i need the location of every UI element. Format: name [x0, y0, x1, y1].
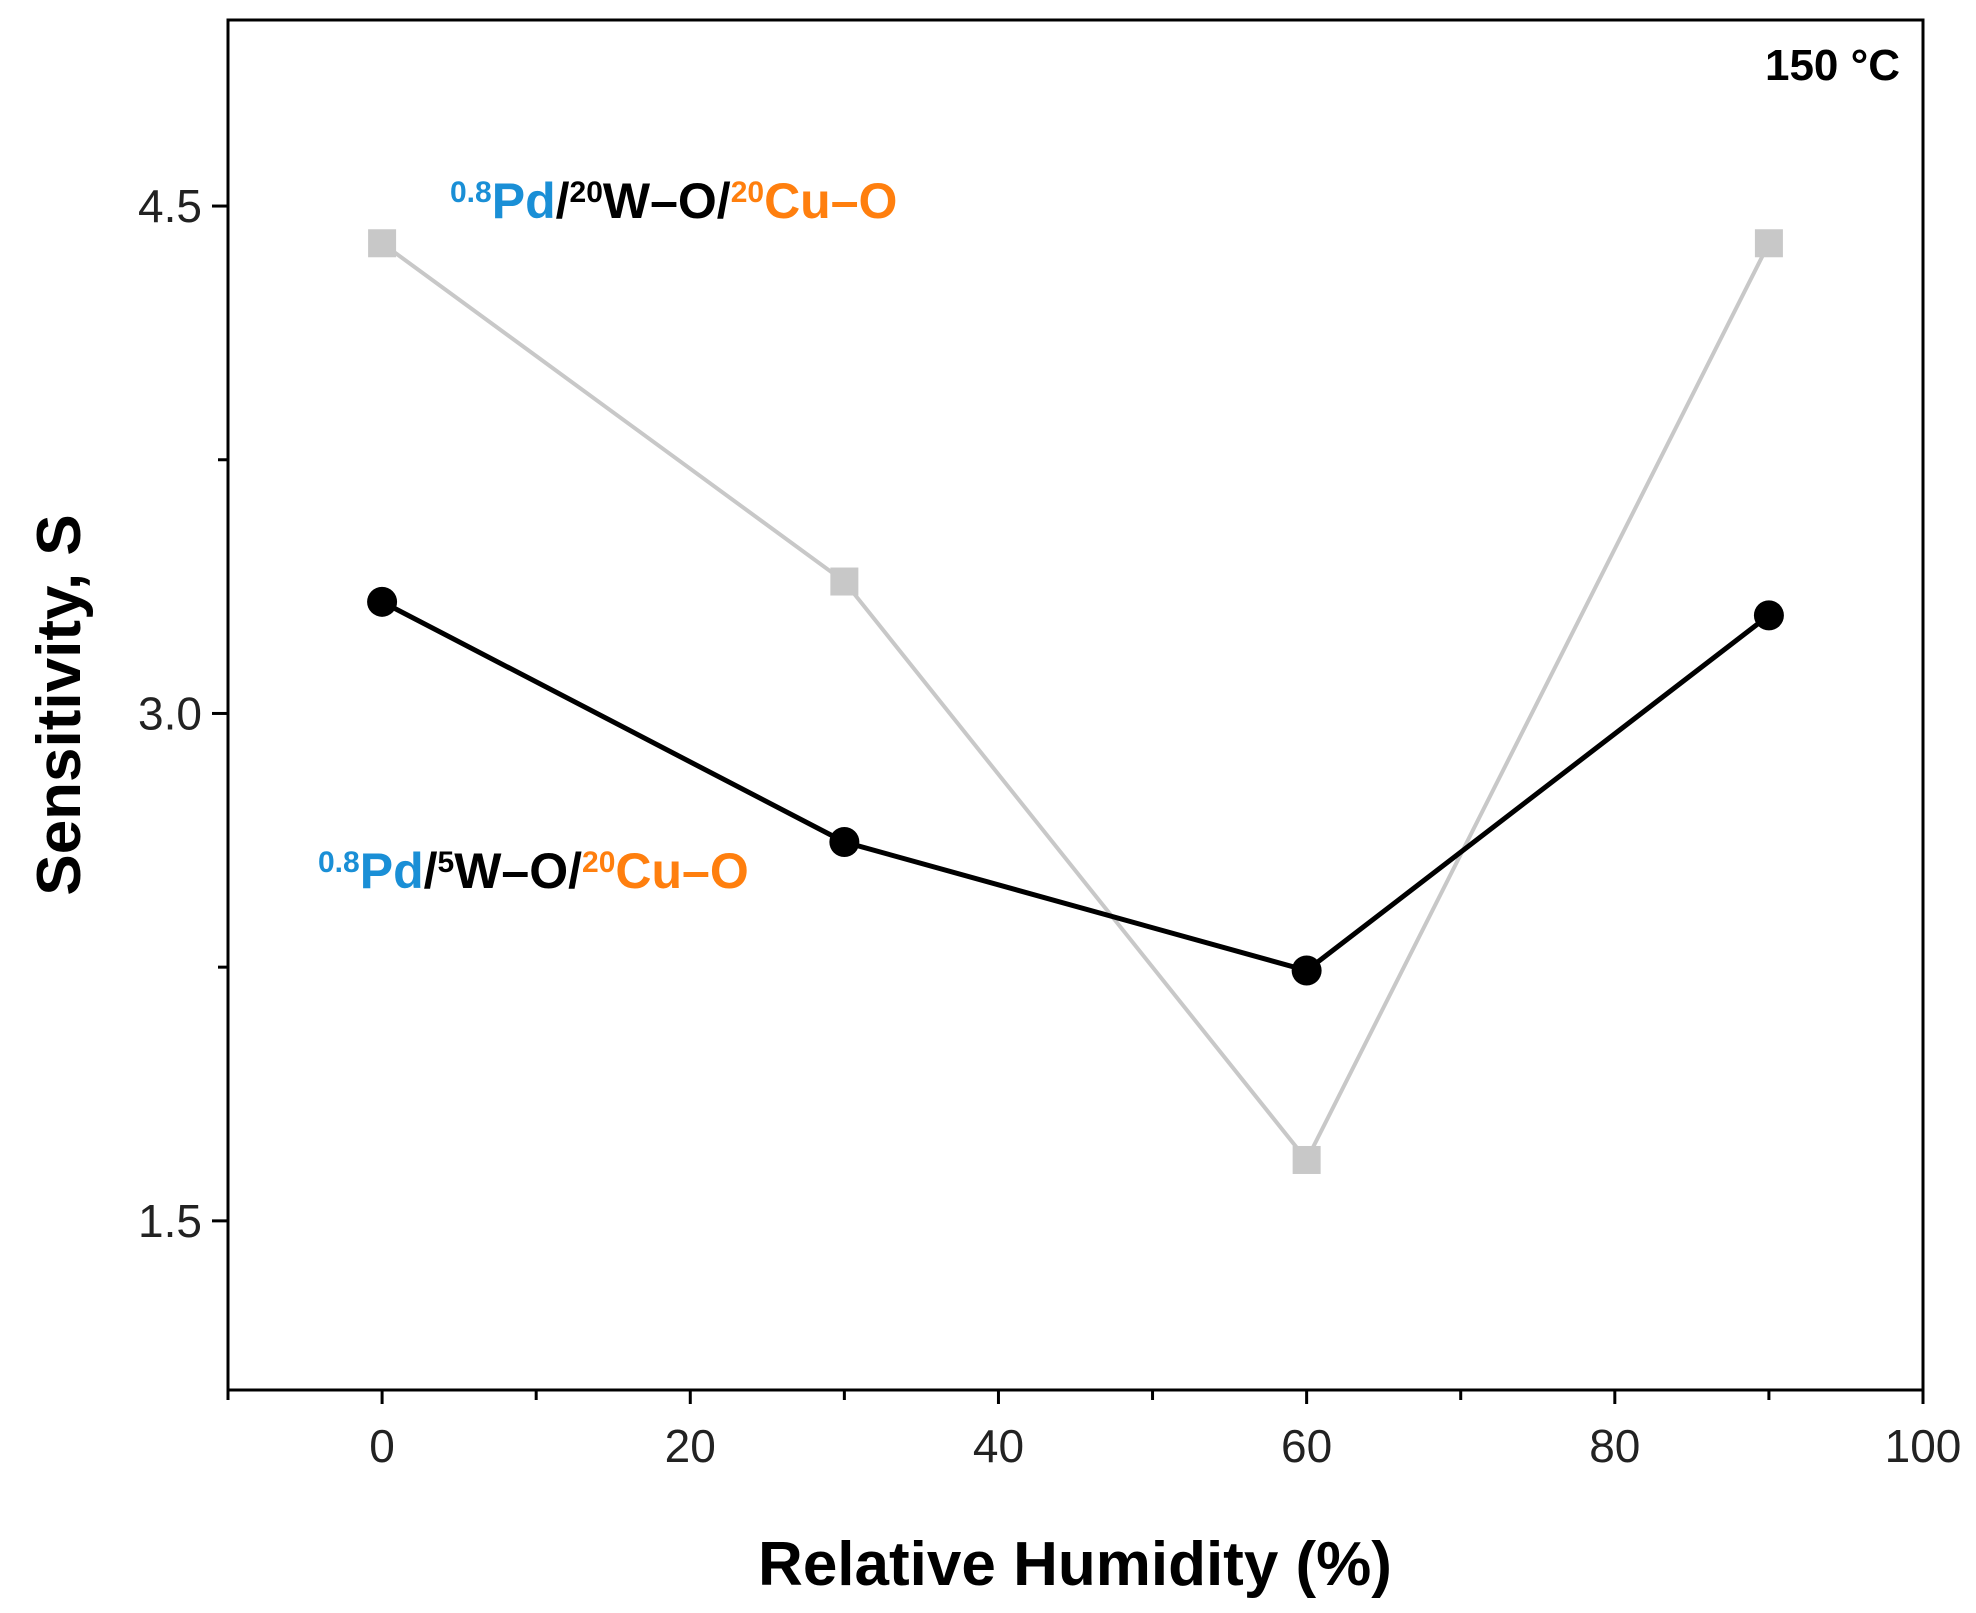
- x-tick-label: 40: [973, 1420, 1024, 1472]
- data-point-circle: [1291, 955, 1322, 986]
- temperature-annotation: 150 °C: [1765, 41, 1900, 90]
- x-tick-label: 100: [1885, 1420, 1962, 1472]
- series-line-1: [380, 599, 1771, 974]
- x-tick-label: 20: [665, 1420, 716, 1472]
- x-tick-label: 0: [369, 1420, 395, 1472]
- data-point-square: [1292, 1145, 1321, 1174]
- x-tick-label: 80: [1589, 1420, 1640, 1472]
- y-axis-title: Sensitivity, S: [25, 514, 94, 895]
- x-tick-label: 60: [1281, 1420, 1332, 1472]
- series-label-pd-5w: 0.8Pd/5W–O/20Cu–O: [318, 843, 749, 899]
- y-axis: 1.5 3.0 4.5: [138, 180, 228, 1247]
- plot-area: [226, 18, 1925, 1392]
- data-point-square: [830, 567, 859, 596]
- y-tick-label: 1.5: [138, 1195, 202, 1247]
- series-label-pd-20w: 0.8Pd/20W–O/20Cu–O: [450, 173, 897, 229]
- x-axis-title: Relative Humidity (%): [758, 1530, 1392, 1599]
- data-point-circle: [1753, 600, 1784, 631]
- data-point-square: [368, 229, 397, 258]
- data-point-square: [1754, 229, 1783, 258]
- y-tick-label: 4.5: [138, 180, 202, 232]
- series-layer: [367, 229, 1784, 1174]
- data-point-circle: [829, 827, 860, 857]
- series-line-0: [380, 241, 1771, 1164]
- x-axis: 0 20 40 60 80 100: [226, 1390, 1962, 1472]
- data-point-circle: [367, 586, 398, 617]
- y-tick-label: 3.0: [138, 687, 202, 739]
